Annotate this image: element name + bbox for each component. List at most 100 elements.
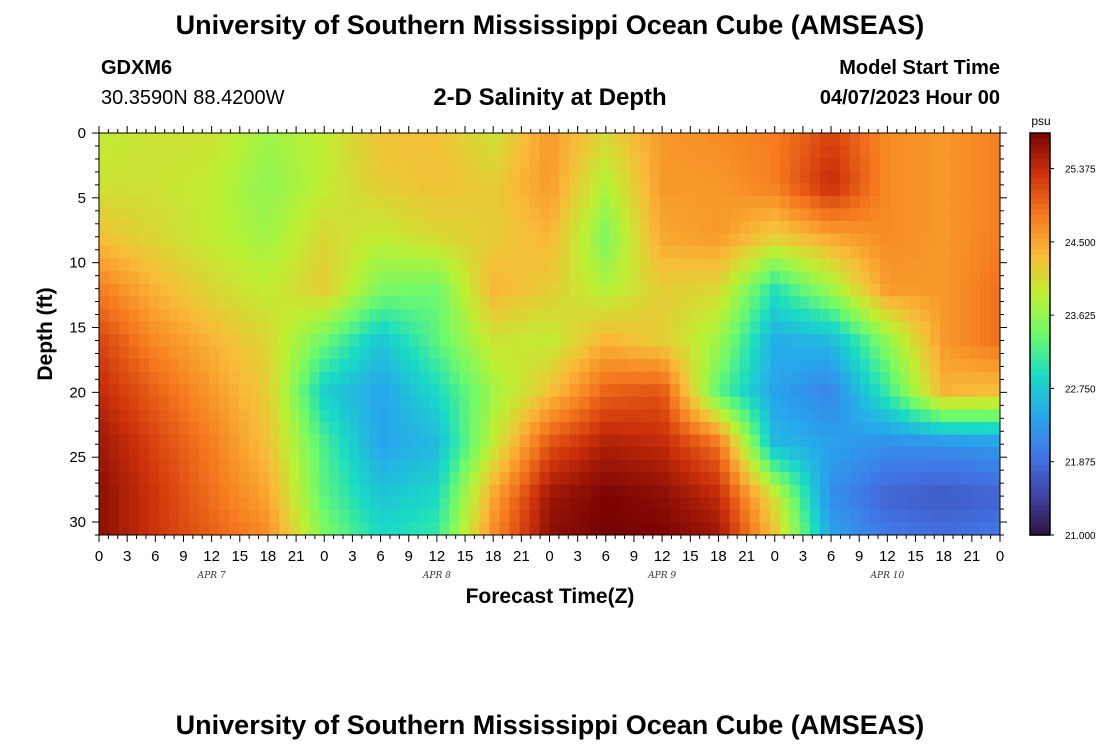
heatmap-cell [289,434,300,448]
heatmap-cell [469,472,481,486]
heatmap-cell [789,145,801,159]
heatmap-cell [409,158,420,172]
colorbar-segment [1030,499,1050,506]
heatmap-cell [439,220,450,235]
heatmap-cell [619,220,631,235]
heatmap-cell [769,220,781,235]
heatmap-cell [539,208,551,222]
heatmap-cell [559,321,571,335]
heatmap-cell [209,246,220,260]
heatmap-cell [399,447,410,461]
colorbar-segment [1030,203,1050,209]
heatmap-cell [879,145,891,159]
heatmap-cell [259,472,270,486]
heatmap-cell [539,145,551,159]
heatmap-cell [559,409,571,423]
heatmap-cell [219,509,230,524]
heatmap-cell [149,133,160,147]
heatmap-cell [559,384,571,398]
heatmap-cell [339,246,350,260]
heatmap-cell [649,145,661,159]
x-tick-label: 18 [485,548,502,565]
heatmap-cell [169,321,180,335]
heatmap-cell [719,183,731,197]
heatmap-cell [369,459,380,473]
heatmap-cell [919,170,931,184]
heatmap-cell [939,183,951,197]
heatmap-cell [519,220,531,235]
heatmap-cell [149,459,160,473]
heatmap-cell [409,271,420,285]
heatmap-cell [469,133,481,147]
heatmap-cell [409,434,420,448]
x-day-label: APR 9 [647,571,676,581]
heatmap-cell [749,283,761,297]
heatmap-cell [699,484,711,498]
heatmap-cell [819,183,831,197]
heatmap-cell [609,334,621,348]
heatmap-cell [329,421,340,436]
heatmap-cell [489,296,501,310]
colorbar-segment [1030,168,1050,174]
heatmap-cell [869,170,881,184]
heatmap-cell [169,409,180,423]
heatmap-cell [269,296,280,310]
heatmap-cell [919,246,931,260]
heatmap-cell [949,246,961,260]
heatmap-cell [339,359,350,373]
heatmap-cell [219,170,230,184]
heatmap-cell [909,133,921,147]
heatmap-cell [869,434,881,448]
heatmap-cell [639,183,651,197]
heatmap-cell [539,359,551,373]
heatmap-cell [909,195,921,209]
colorbar-segment [1030,464,1050,471]
heatmap-cell [849,384,861,398]
heatmap-cell [399,246,410,260]
heatmap-cell [579,522,591,535]
heatmap-cell [549,158,561,172]
heatmap-cell [669,434,681,448]
heatmap-cell [849,271,861,285]
heatmap-cell [379,158,390,172]
heatmap-cell [149,183,160,197]
heatmap-cell [249,283,260,297]
heatmap-cell [379,195,390,209]
heatmap-cell [869,308,881,323]
heatmap-cell [949,296,961,310]
heatmap-cell [749,208,761,222]
heatmap-cell [479,509,491,524]
heatmap-cell [799,522,811,535]
heatmap-cell [749,421,761,436]
heatmap-cell [399,133,410,147]
heatmap-cell [429,334,440,348]
heatmap-cell [549,371,561,385]
heatmap-cell [429,283,440,297]
heatmap-cell [349,421,360,436]
heatmap-cell [759,258,771,272]
heatmap-cell [169,396,180,410]
heatmap-cell [679,334,691,348]
heatmap-cell [109,472,120,486]
heatmap-cell [909,170,921,184]
heatmap-cell [769,497,781,511]
heatmap-cell [629,208,641,222]
heatmap-cell [189,359,200,373]
x-tick-label: 3 [348,548,356,565]
heatmap-cell [209,409,220,423]
heatmap-cell [989,472,1000,486]
heatmap-cell [879,308,891,323]
heatmap-cell [889,509,901,524]
heatmap-cell [729,321,741,335]
heatmap-cell [149,158,160,172]
heatmap-cell [299,220,310,235]
heatmap-cell [129,195,140,209]
heatmap-cell [859,396,871,410]
heatmap-cell [979,145,991,159]
heatmap-cell [149,321,160,335]
heatmap-cell [909,208,921,222]
heatmap-cell [709,246,721,260]
heatmap-cell [269,346,280,360]
heatmap-cell [159,183,170,197]
heatmap-cell [979,170,991,184]
